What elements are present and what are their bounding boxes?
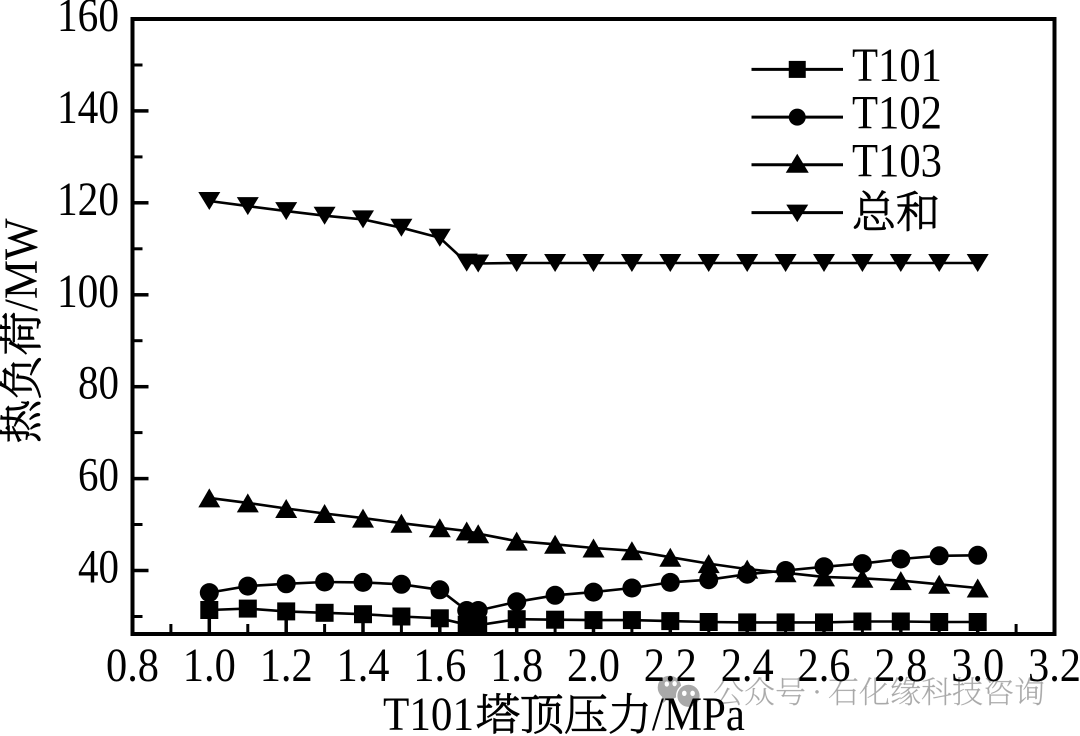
svg-text:T101: T101 (852, 39, 942, 92)
svg-text:100: 100 (57, 265, 119, 318)
svg-text:60: 60 (78, 449, 119, 502)
svg-text:2.8: 2.8 (874, 639, 927, 692)
svg-text:80: 80 (78, 357, 119, 410)
svg-text:160: 160 (57, 0, 119, 42)
svg-text:0.8: 0.8 (106, 639, 159, 692)
svg-text:2.4: 2.4 (721, 639, 774, 692)
svg-text:120: 120 (57, 173, 119, 226)
svg-text:T101: T101 (383, 688, 474, 736)
svg-text:/MPa: /MPa (652, 688, 745, 736)
svg-text:1.6: 1.6 (413, 639, 466, 692)
svg-text:1.2: 1.2 (260, 639, 313, 692)
svg-text:/MW: /MW (0, 218, 48, 312)
svg-text:1.8: 1.8 (490, 639, 543, 692)
svg-text:2.6: 2.6 (798, 639, 851, 692)
svg-text:2.0: 2.0 (567, 639, 620, 692)
svg-text:40: 40 (78, 541, 119, 594)
svg-text:2.2: 2.2 (644, 639, 697, 692)
svg-text:3.0: 3.0 (951, 639, 1004, 692)
svg-text:1.4: 1.4 (337, 639, 390, 692)
svg-text:T102: T102 (852, 87, 942, 140)
svg-text:3.2: 3.2 (1028, 639, 1080, 692)
svg-text:140: 140 (57, 81, 119, 134)
svg-text:1.0: 1.0 (183, 639, 236, 692)
svg-text:T103: T103 (852, 134, 942, 187)
